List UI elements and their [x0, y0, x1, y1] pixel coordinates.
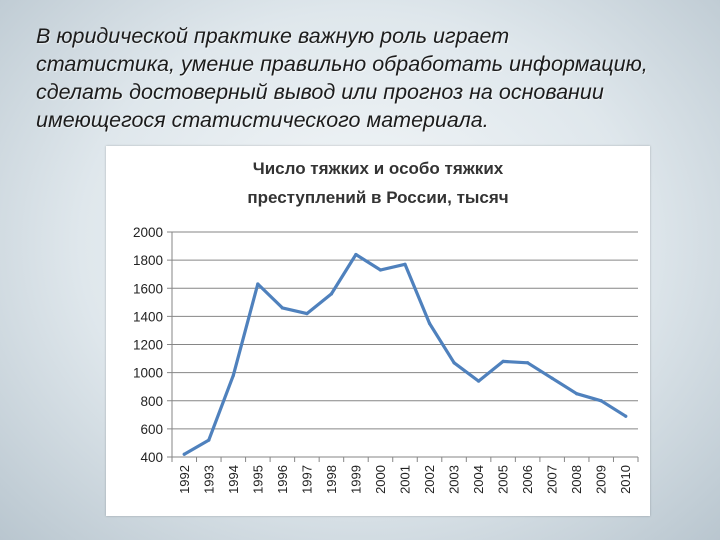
y-tick-label: 1400	[133, 309, 163, 324]
x-tick-label: 1993	[201, 465, 216, 494]
x-tick-label: 2004	[471, 465, 486, 494]
x-tick-label: 1997	[299, 465, 314, 494]
x-tick-label: 1995	[250, 465, 265, 494]
x-tick-label: 1999	[348, 465, 363, 494]
data-point	[550, 376, 554, 380]
slide-text-line: статистика, умение правильно обработать …	[36, 52, 648, 76]
x-tick-label: 2005	[496, 465, 511, 494]
line-chart: 400 600 800 1000 1200 1400 1600 1800 2000 1992 199…	[133, 225, 639, 494]
data-point	[476, 379, 481, 383]
y-tick-label: 1600	[133, 281, 163, 296]
x-tick-label: 2000	[373, 465, 388, 494]
x-tick-label: 2002	[422, 465, 437, 494]
chart-title-line: преступлений в России, тысяч	[247, 188, 509, 207]
series-line	[182, 252, 628, 456]
data-point	[182, 452, 186, 456]
data-point	[427, 321, 432, 326]
x-tick-label: 1992	[177, 465, 192, 494]
data-point	[305, 311, 309, 316]
data-point	[526, 361, 530, 365]
x-tick-label: 2009	[594, 465, 609, 494]
x-tick-label: 2001	[398, 465, 413, 494]
data-point	[575, 392, 579, 396]
data-point	[452, 361, 456, 365]
x-tick-label: 1998	[324, 465, 339, 494]
data-point	[378, 268, 383, 272]
y-tick-label: 400	[140, 450, 163, 465]
chart-title-line: Число тяжких и особо тяжких	[252, 159, 504, 178]
x-tick-label: 1996	[275, 465, 290, 494]
data-point	[354, 252, 358, 257]
y-tick-label: 1200	[133, 338, 163, 353]
x-tick-label: 2006	[520, 465, 535, 494]
data-point	[403, 262, 407, 266]
x-tick-label: 2003	[447, 465, 462, 494]
data-point	[280, 306, 284, 310]
x-tick-label: 2007	[545, 465, 560, 494]
y-tick-label: 600	[140, 422, 163, 437]
data-point	[501, 359, 505, 363]
slide-text: В юридической практике важную роль играе…	[36, 22, 686, 134]
data-point	[256, 282, 260, 286]
chart-frame: Число тяжких и особо тяжких преступлений…	[106, 146, 650, 516]
data-point	[231, 373, 235, 378]
y-tick-label: 1000	[133, 366, 163, 381]
slide-text-line: имеющегося статистического материала.	[36, 108, 489, 132]
x-tick-label: 2010	[618, 465, 633, 494]
slide-text-line: В юридической практике важную роль играе…	[36, 24, 510, 48]
x-tick-label: 1994	[226, 465, 241, 494]
slide-text-line: сделать достоверный вывод или прогноз на…	[36, 80, 604, 104]
data-point	[599, 399, 603, 403]
data-point	[329, 292, 334, 296]
x-tick-label: 2008	[569, 465, 584, 494]
y-tick-label: 2000	[133, 225, 163, 240]
y-tick-label: 1800	[133, 253, 163, 268]
data-point	[207, 438, 211, 442]
chart-title: Число тяжких и особо тяжких преступлений…	[106, 146, 650, 212]
y-tick-label: 800	[140, 394, 163, 409]
data-point	[624, 414, 628, 418]
